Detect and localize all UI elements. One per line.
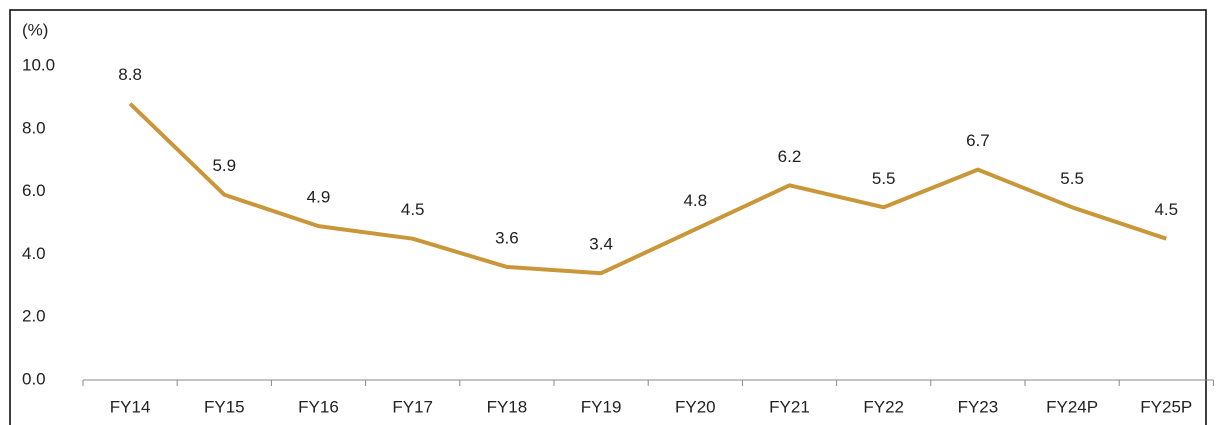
x-tick-label: FY20: [675, 397, 716, 416]
x-tick-label: FY25P: [1140, 397, 1192, 416]
y-tick-label: 2.0: [22, 307, 46, 326]
data-label: 5.9: [212, 156, 236, 175]
data-label: 4.5: [401, 200, 425, 219]
y-tick-label: 0.0: [22, 369, 46, 388]
y-tick-label: 4.0: [22, 244, 46, 263]
data-label: 4.5: [1154, 200, 1178, 219]
y-tick-label: 8.0: [22, 118, 46, 137]
data-label: 5.5: [1060, 169, 1084, 188]
data-label: 3.6: [495, 228, 519, 247]
x-tick-label: FY16: [298, 397, 339, 416]
x-tick-label: FY15: [204, 397, 245, 416]
x-tick-label: FY23: [958, 397, 999, 416]
y-axis-label: (%): [22, 20, 48, 39]
data-label: 3.4: [589, 235, 613, 254]
line: [128, 102, 1167, 276]
x-tick-label: FY14: [110, 397, 151, 416]
y-tick-label: 10.0: [22, 55, 55, 74]
data-label: 5.5: [872, 169, 896, 188]
chart-frame: [9, 9, 1207, 425]
data-label: 4.9: [307, 188, 331, 207]
y-tick-label: 6.0: [22, 181, 46, 200]
x-tick-label: FY21: [769, 397, 810, 416]
data-label: 8.8: [118, 65, 142, 84]
x-tick-label: FY17: [392, 397, 433, 416]
x-tick-label: FY24P: [1046, 397, 1098, 416]
x-tick-label: FY22: [863, 397, 904, 416]
x-tick-label: FY19: [581, 397, 622, 416]
data-label: 6.7: [966, 131, 990, 150]
data-label: 6.2: [778, 147, 802, 166]
data-label: 4.8: [683, 191, 707, 210]
x-tick-label: FY18: [487, 397, 528, 416]
